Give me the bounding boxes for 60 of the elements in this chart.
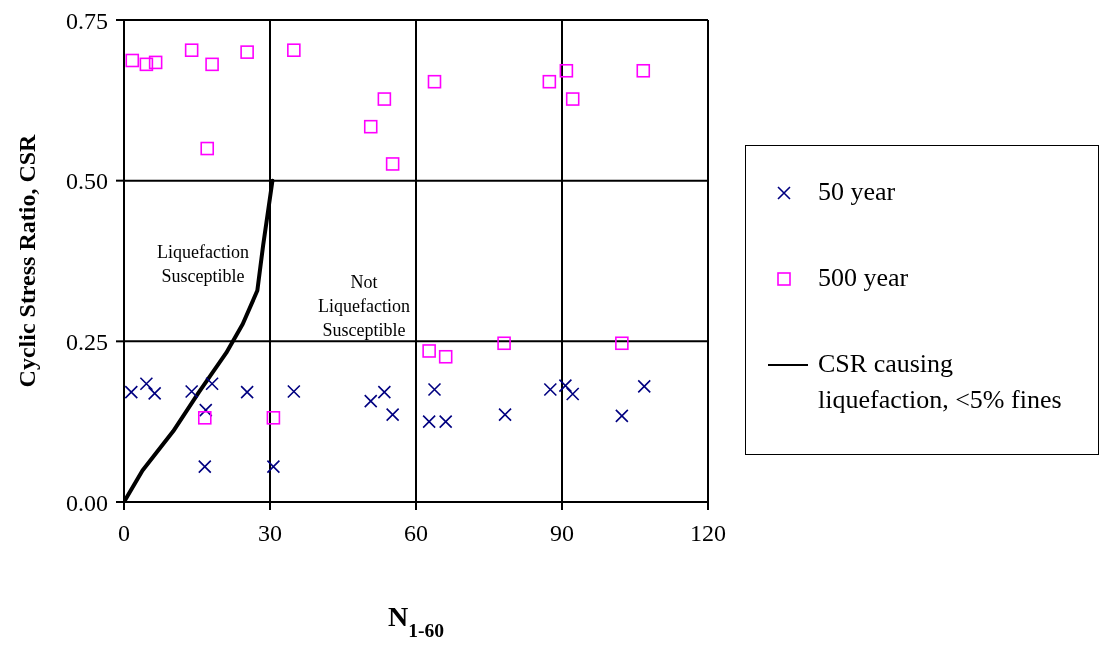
point <box>205 376 219 391</box>
legend-label: 500 year <box>818 262 909 294</box>
point <box>198 403 213 417</box>
point <box>543 382 558 397</box>
x-tick-label: 90 <box>550 520 574 547</box>
point <box>542 74 557 89</box>
y-tick-label: 0.50 <box>66 168 108 195</box>
point <box>377 92 392 106</box>
point <box>197 459 212 474</box>
point <box>615 409 629 423</box>
point <box>124 385 139 399</box>
point <box>385 407 400 422</box>
legend-label: CSR causing liquefaction, <5% fines <box>818 348 1063 416</box>
point <box>184 43 199 58</box>
point <box>266 459 281 474</box>
point <box>287 384 301 399</box>
point <box>197 411 212 425</box>
point <box>498 407 512 422</box>
point <box>497 336 511 351</box>
point <box>385 157 400 171</box>
x-axis-title: N$_{1-60}$ <box>387 601 445 641</box>
point <box>363 119 378 134</box>
point <box>438 414 453 429</box>
point <box>240 45 254 59</box>
point <box>615 336 629 351</box>
point <box>637 379 652 394</box>
x-tick-label: 0 <box>118 520 130 547</box>
point <box>240 385 254 399</box>
point <box>363 394 378 408</box>
y-tick-label: 0.75 <box>66 7 108 34</box>
point <box>565 92 580 106</box>
point <box>559 63 574 78</box>
point <box>125 53 140 68</box>
point <box>427 74 442 89</box>
y-tick-label: 0.25 <box>66 328 108 355</box>
point <box>438 349 453 364</box>
point <box>636 63 651 78</box>
y-tick-label: 0.00 <box>66 489 108 516</box>
point <box>147 386 162 401</box>
x-tick-label: 120 <box>690 520 726 547</box>
x-tick-label: 60 <box>404 520 428 547</box>
point <box>200 141 215 156</box>
point <box>422 414 436 429</box>
x-tick-label: 30 <box>258 520 282 547</box>
point <box>422 344 436 358</box>
point <box>558 378 573 393</box>
point <box>377 385 392 399</box>
point <box>148 55 163 70</box>
annotation: Not Liquefaction Susceptible <box>317 271 411 342</box>
point <box>287 43 301 58</box>
point <box>266 411 281 425</box>
annotation: Liquefaction Susceptible <box>156 241 250 288</box>
point <box>184 384 199 399</box>
point <box>139 376 154 391</box>
point <box>427 382 442 397</box>
point <box>139 57 154 72</box>
legend-label: 50 year <box>818 176 896 208</box>
y-axis-title: Cyclic Stress Ratio, CSR <box>13 133 40 388</box>
point <box>565 387 580 401</box>
point <box>205 57 219 72</box>
